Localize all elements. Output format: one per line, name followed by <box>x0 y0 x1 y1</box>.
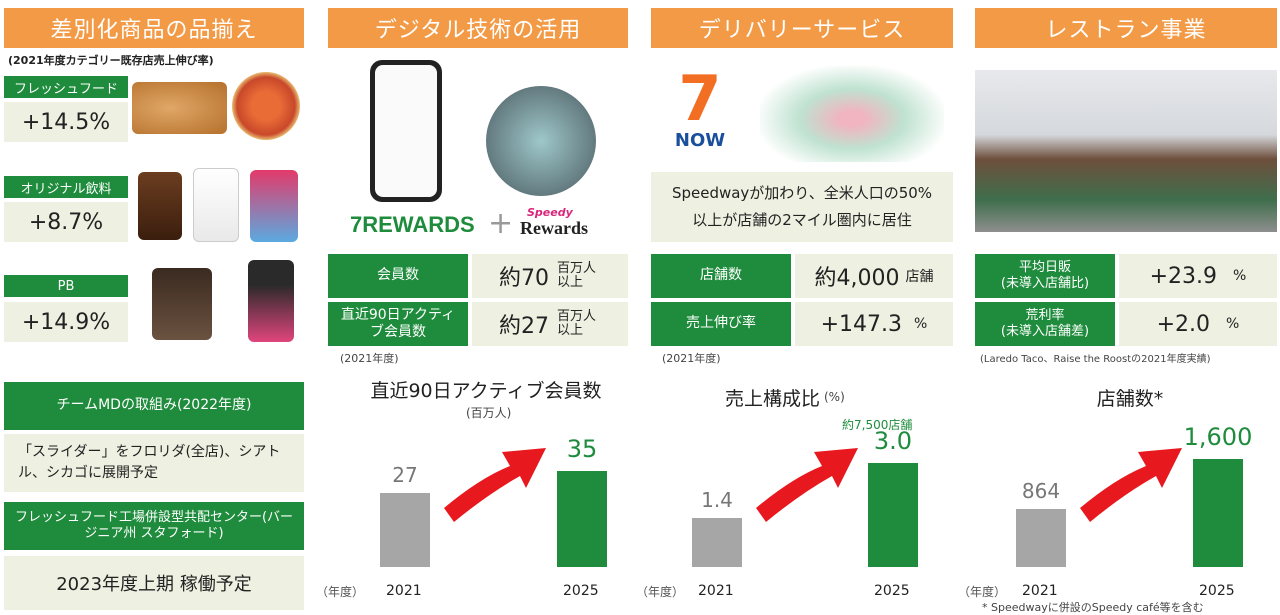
gross-margin-value: +2.0 <box>1156 311 1211 337</box>
us-delivery-map-image <box>760 66 944 162</box>
seven-now-logo: 7 NOW <box>664 68 736 158</box>
category-tag-original-drinks: オリジナル飲料 <box>4 176 128 198</box>
col4-year-label: （年度） <box>958 585 1007 599</box>
sales-growth-label: 売上伸び率 <box>651 302 791 346</box>
chart-value-label-2025: 3.0 <box>873 427 913 455</box>
category-value-pb: +14.9% <box>4 302 128 342</box>
col2-chart-title: 直近90日アクティブ会員数 <box>370 380 602 402</box>
chart-value-label-2025: 35 <box>566 435 598 463</box>
gross-margin-value-cell: +2.0 % <box>1119 302 1277 346</box>
fresh-food-center-title: フレッシュフード工場併設型共配センター(バージニア州 スタフォード) <box>4 502 304 550</box>
cookie-dough-icecream-image <box>152 268 212 340</box>
original-drinks-growth: +8.7% <box>28 209 104 235</box>
col3-footnote: (2021年度) <box>662 352 721 365</box>
col2-chart-unit: (百万人) <box>466 406 512 420</box>
app-phone-image <box>370 60 442 202</box>
chart-value-label-2021: 1.4 <box>701 488 733 512</box>
active-members-label: 直近90日アクティブ会員数 <box>328 302 468 346</box>
members-label: 会員数 <box>328 254 468 298</box>
store-count-value: 約4,000 <box>814 266 900 291</box>
members-value-cell: 約70 百万人以上 <box>472 254 628 298</box>
growth-arrow-icon <box>756 448 858 522</box>
active-members-value: 約27 <box>499 314 549 339</box>
chart-x-label-2021: 2021 <box>386 583 422 599</box>
iced-coffee-image <box>138 172 182 240</box>
seven-eleven-cup-image <box>193 168 239 242</box>
col4-footnote: (Laredo Taco、Raise the Roostの2021年度実績) <box>980 354 1211 365</box>
team-md-title: チームMDの取組み(2022年度) <box>4 382 304 430</box>
col2-year-label: （年度） <box>316 585 365 599</box>
category-value-fresh-food: +14.5% <box>4 102 128 142</box>
category-growth-subtitle: (2021年度カテゴリー既存店売上伸び率) <box>8 54 214 67</box>
plus-sign: + <box>488 206 514 241</box>
store-target-annotation: 約7,500店舗 <box>842 418 913 432</box>
speedy-logo-top: Speedy <box>527 206 573 219</box>
slider-rollout-text: 「スライダー」をフロリダ(全店)、シアトル、シカゴに展開予定 <box>4 434 304 492</box>
seven-rewards-logo: 7REWARDS <box>350 212 475 237</box>
chart-x-label-2025: 2025 <box>563 583 599 599</box>
gross-margin-label: 荒利率 (未導入店舗差) <box>975 302 1115 346</box>
chart-bar-2025 <box>868 463 918 567</box>
chart-bar-2025 <box>557 471 607 567</box>
store-count-unit: 店舗 <box>905 269 934 285</box>
store-count-value-cell: 約4,000 店舗 <box>795 254 953 298</box>
chart-bar-2025 <box>1193 459 1243 567</box>
chart-x-label-2021: 2021 <box>698 583 734 599</box>
avg-daily-sales-unit: % <box>1233 268 1247 284</box>
chart-x-label-2025: 2025 <box>1199 583 1235 599</box>
avg-daily-sales-value-cell: +23.9 % <box>1119 254 1277 298</box>
col3-year-label: （年度） <box>636 585 685 599</box>
seven-numeral-icon: 7 <box>678 62 722 135</box>
col3-chart-unit: (%) <box>824 390 845 404</box>
header-product-assortment: 差別化商品の品揃え <box>4 8 304 48</box>
category-tag-pb: PB <box>4 275 128 297</box>
sales-growth-unit: % <box>914 316 928 332</box>
chart-value-label-2021: 27 <box>392 463 418 487</box>
slurpee-image <box>250 170 298 242</box>
active-members-unit: 百万人以上 <box>557 308 597 338</box>
store-count-label: 店舗数 <box>651 254 791 298</box>
header-digital-tech: デジタル技術の活用 <box>328 8 628 48</box>
chart-value-label-2021: 864 <box>1021 479 1061 503</box>
now-logo-text: NOW <box>674 130 726 151</box>
sales-growth-value-cell: +147.3 % <box>795 302 953 346</box>
col4-chart-title: 店舗数* <box>1096 388 1164 410</box>
chart-value-label-2025: 1,600 <box>1183 423 1253 451</box>
chart-bar-2021 <box>380 493 430 567</box>
avg-daily-sales-value: +23.9 <box>1149 263 1218 289</box>
pizza-image <box>232 72 300 140</box>
chart-x-label-2025: 2025 <box>874 583 910 599</box>
active-members-value-cell: 約27 百万人以上 <box>472 302 628 346</box>
growth-arrow-icon <box>444 448 546 522</box>
replenish-drink-image <box>248 260 294 342</box>
category-value-original-drinks: +8.7% <box>4 202 128 242</box>
sales-growth-value: +147.3 <box>820 311 903 337</box>
header-restaurant: レストラン事業 <box>975 8 1277 48</box>
avg-daily-sales-label: 平均日販 (未導入店舗比) <box>975 254 1115 298</box>
gross-margin-unit: % <box>1226 316 1240 332</box>
chart-bar-2021 <box>1016 509 1066 567</box>
mobile-payment-image <box>486 86 596 196</box>
members-unit: 百万人以上 <box>557 260 597 290</box>
chart-bar-2021 <box>692 518 742 567</box>
pb-growth: +14.9% <box>21 309 111 335</box>
speedy-rewards-logo: Rewards <box>520 218 588 238</box>
fresh-food-growth: +14.5% <box>21 109 111 135</box>
center-schedule-text: 2023年度上期 稼働予定 <box>4 556 304 610</box>
col3-chart-title: 売上構成比 <box>724 388 820 410</box>
header-delivery: デリバリーサービス <box>651 8 953 48</box>
bottom-footnote: * Speedwayに併設のSpeedy café等を含む <box>982 601 1204 614</box>
delivery-coverage-text: Speedwayが加わり、全米人口の50%以上が店舗の2マイル圏内に居住 <box>651 172 953 242</box>
growth-arrow-icon <box>1080 448 1182 522</box>
col2-footnote: (2021年度) <box>340 352 399 365</box>
chart-x-label-2021: 2021 <box>1022 583 1058 599</box>
category-tag-fresh-food: フレッシュフード <box>4 76 128 98</box>
members-value: 約70 <box>499 266 549 291</box>
chicken-tenders-image <box>132 82 227 134</box>
restaurant-photo <box>975 70 1277 232</box>
